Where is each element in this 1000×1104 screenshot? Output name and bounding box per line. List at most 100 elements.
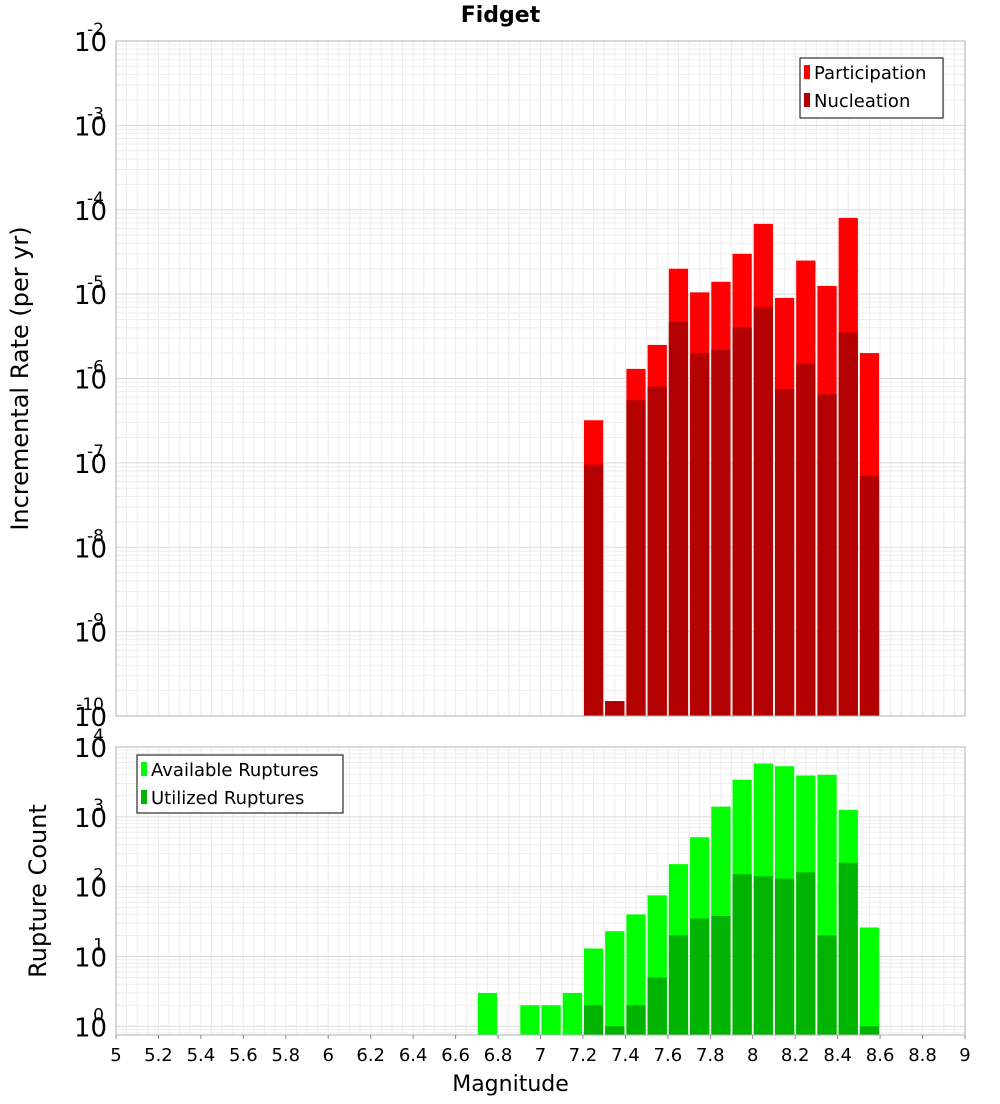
count-legend-label: Utilized Ruptures: [151, 788, 304, 809]
rate-y-tick-base: 10: [74, 450, 107, 480]
x-tick-label: 6.2: [356, 1045, 385, 1066]
chart-title: Fidget: [461, 3, 541, 28]
rate-y-tick-base: 10: [74, 28, 107, 58]
utilized-ruptures-bar: [690, 918, 710, 1035]
x-axis-label: Magnitude: [452, 1072, 569, 1097]
available-ruptures-bar: [477, 992, 498, 1035]
x-tick-label: 6.8: [484, 1045, 513, 1066]
x-tick-label: 6.6: [441, 1045, 470, 1066]
x-tick-label: 7: [535, 1045, 546, 1066]
rate-legend-swatch: [804, 65, 810, 79]
x-tick-label: 5.8: [271, 1045, 300, 1066]
x-tick-label: 5.2: [144, 1045, 173, 1066]
rate-y-tick-base: 10: [74, 197, 107, 227]
rate-y-tick-base: 10: [74, 703, 107, 733]
rate-y-tick-base: 10: [74, 112, 107, 142]
x-tick-label: 5.6: [229, 1045, 258, 1066]
x-tick-label: 9: [959, 1045, 970, 1066]
x-tick-label: 5.4: [187, 1045, 216, 1066]
available-ruptures-bar: [541, 1005, 561, 1035]
count-y-tick-base: 10: [74, 804, 107, 834]
utilized-ruptures-bar: [838, 862, 858, 1035]
x-tick-label: 7.8: [696, 1045, 725, 1066]
rate-y-tick-exponent: -7: [87, 442, 104, 462]
nucleation-bar: [753, 307, 773, 716]
x-tick-label: 8.8: [908, 1045, 937, 1066]
nucleation-bar: [859, 475, 880, 716]
x-tick-label: 8.6: [866, 1045, 895, 1066]
x-tick-label: 5: [110, 1045, 121, 1066]
x-tick-label: 7.4: [611, 1045, 640, 1066]
count-legend-swatch: [141, 790, 147, 804]
nucleation-bar: [838, 332, 858, 716]
rate-legend-swatch: [804, 93, 810, 107]
utilized-ruptures-bar: [859, 1026, 880, 1035]
utilized-ruptures-bar: [774, 878, 795, 1035]
nucleation-bar: [668, 321, 689, 716]
count-y-tick-exponent: 3: [93, 796, 104, 816]
utilized-ruptures-bar: [732, 874, 752, 1035]
rate-y-axis-label: Incremental Rate (per yr): [6, 226, 34, 530]
rate-legend-label: Participation: [814, 63, 926, 84]
nucleation-bar: [796, 363, 816, 716]
nucleation-bar: [626, 400, 646, 716]
count-y-tick-exponent: 2: [93, 866, 104, 886]
nucleation-bar: [583, 464, 604, 716]
utilized-ruptures-bar: [647, 977, 667, 1035]
rate-legend-box: [799, 57, 944, 119]
count-y-tick-exponent: 4: [93, 726, 104, 746]
rate-y-tick-base: 10: [74, 619, 107, 649]
utilized-ruptures-bar: [753, 876, 773, 1035]
nucleation-bar: [732, 327, 752, 716]
count-y-tick-base: 10: [74, 734, 107, 764]
count-y-tick-base: 10: [74, 943, 107, 973]
available-ruptures-bar: [562, 992, 582, 1035]
count-legend-box: [136, 754, 344, 814]
count-y-tick-exponent: 1: [93, 935, 104, 955]
available-ruptures-bar: [520, 1005, 540, 1035]
rate-legend-label: Nucleation: [814, 91, 910, 112]
available-ruptures-bar: [859, 927, 880, 1035]
count-y-tick-exponent: 0: [93, 1005, 104, 1025]
utilized-ruptures-bar: [817, 935, 837, 1035]
count-legend-swatch: [141, 762, 147, 776]
available-ruptures-bar: [605, 931, 625, 1035]
rate-y-tick-base: 10: [74, 534, 107, 564]
rate-y-tick-exponent: -10: [76, 695, 104, 715]
utilized-ruptures-bar: [711, 915, 731, 1035]
x-tick-label: 8: [747, 1045, 758, 1066]
count-y-tick-base: 10: [74, 1013, 107, 1043]
nucleation-bar: [817, 394, 837, 716]
rate-y-tick-exponent: -9: [87, 611, 104, 631]
nucleation-bar: [711, 349, 731, 716]
count-legend-label: Available Ruptures: [151, 760, 319, 781]
rate-y-tick-exponent: -2: [87, 20, 104, 40]
utilized-ruptures-bar: [583, 1005, 604, 1035]
rate-y-tick-exponent: -3: [87, 104, 104, 124]
x-tick-label: 6.4: [399, 1045, 428, 1066]
rate-y-tick-exponent: -4: [87, 189, 104, 209]
utilized-ruptures-bar: [668, 935, 689, 1035]
rate-y-tick-exponent: -5: [87, 273, 104, 293]
utilized-ruptures-bar: [626, 1005, 646, 1035]
count-y-tick-base: 10: [74, 874, 107, 904]
rate-y-tick-base: 10: [74, 281, 107, 311]
rate-y-tick-exponent: -6: [87, 358, 104, 378]
rate-y-tick-exponent: -8: [87, 526, 104, 546]
nucleation-bar: [690, 353, 710, 716]
utilized-ruptures-bar: [605, 1026, 625, 1035]
x-tick-label: 6: [323, 1045, 334, 1066]
x-tick-label: 8.4: [823, 1045, 852, 1066]
nucleation-bar: [647, 386, 667, 716]
nucleation-bar: [605, 701, 625, 716]
utilized-ruptures-bar: [796, 872, 816, 1035]
count-y-axis-label: Rupture Count: [24, 804, 52, 978]
rate-y-tick-base: 10: [74, 366, 107, 396]
nucleation-bar: [774, 389, 795, 716]
x-tick-label: 7.6: [654, 1045, 683, 1066]
rate-plot-border: [115, 40, 966, 717]
x-tick-label: 8.2: [781, 1045, 810, 1066]
x-tick-label: 7.2: [569, 1045, 598, 1066]
